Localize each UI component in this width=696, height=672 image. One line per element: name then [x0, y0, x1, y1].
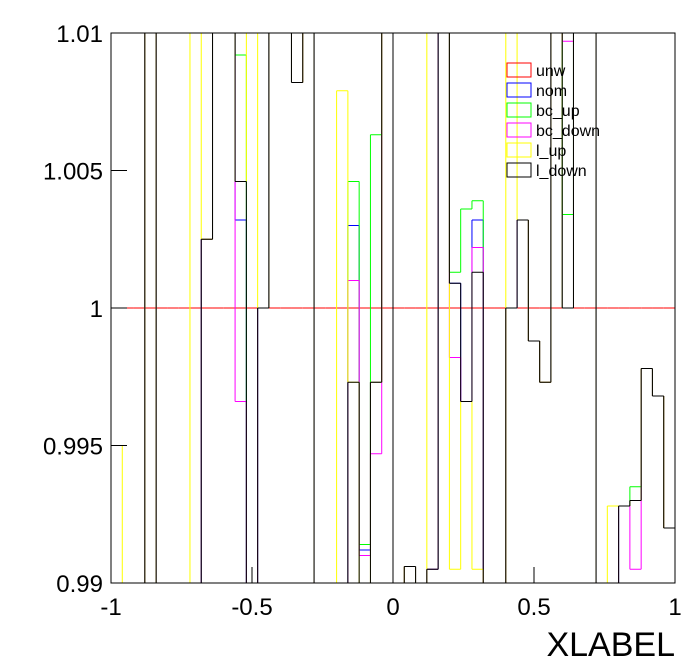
legend-label: unw — [536, 63, 566, 80]
legend-swatch — [506, 122, 532, 138]
legend-label: l_down — [536, 163, 587, 180]
x-tick-label: 0.5 — [517, 594, 550, 621]
plot-area — [111, 33, 675, 583]
legend-label: bc_down — [536, 123, 600, 140]
legend-swatch — [506, 102, 532, 118]
legend-label: l_up — [536, 143, 566, 160]
legend-swatch — [506, 82, 532, 98]
y-tick-label: 1.01 — [56, 21, 103, 48]
x-tick-label: -0.5 — [231, 594, 272, 621]
x-tick-label: -1 — [100, 594, 121, 621]
y-tick-label: 0.99 — [56, 571, 103, 598]
x-tick-label: 1 — [668, 594, 681, 621]
y-tick-label: 1.005 — [43, 159, 103, 186]
x-axis-label: XLABEL — [546, 626, 675, 664]
y-tick-label: 0.995 — [43, 434, 103, 461]
legend-swatch — [506, 142, 532, 158]
y-tick-label: 1 — [90, 296, 103, 323]
legend-swatch — [506, 62, 532, 78]
x-tick-label: 0 — [386, 594, 399, 621]
legend-label: bc_up — [536, 103, 580, 120]
legend-label: nom — [536, 83, 567, 100]
legend-swatch — [506, 162, 532, 178]
